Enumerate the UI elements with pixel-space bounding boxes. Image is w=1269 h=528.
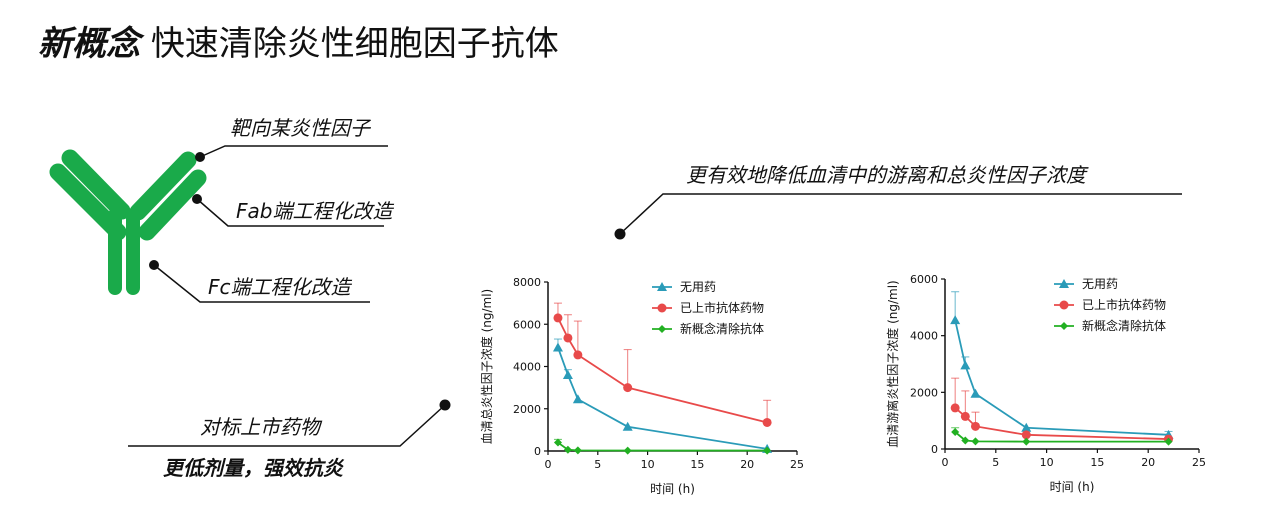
page-title: 新概念 快速清除炎性细胞因子抗体	[38, 22, 559, 66]
x-tick-label: 15	[1090, 456, 1104, 469]
series-2	[951, 427, 1173, 446]
data-point	[971, 437, 980, 446]
title-highlight: 新概念	[38, 24, 140, 64]
chart-callout-label: 更有效地降低血清中的游离和总炎性因子浓度	[686, 163, 1086, 187]
data-point	[622, 421, 633, 431]
benchmark-callout-line	[128, 404, 446, 447]
data-point	[1021, 430, 1031, 440]
series-1	[553, 302, 772, 427]
y-axis-label: 血清游离炎性因子浓度 (ng/ml)	[885, 280, 900, 447]
series-1	[950, 377, 1174, 444]
fc-callout-line	[153, 264, 370, 303]
y-tick-label: 0	[931, 443, 938, 456]
data-point	[623, 383, 633, 393]
data-point	[572, 394, 583, 404]
x-tick-label: 10	[641, 458, 655, 471]
legend-label: 已上市抗体药物	[1082, 297, 1166, 312]
data-point	[553, 313, 563, 323]
x-tick-label: 10	[1040, 456, 1054, 469]
x-tick-label: 20	[1141, 456, 1155, 469]
legend-label: 新概念清除抗体	[1082, 318, 1166, 333]
data-point	[563, 445, 572, 454]
data-point	[763, 446, 772, 455]
data-point	[573, 350, 583, 360]
x-axis-label: 时间 (h)	[650, 482, 695, 496]
x-tick-label: 0	[545, 458, 552, 471]
data-point	[553, 438, 562, 447]
y-axis-label: 血清总炎性因子浓度 (ng/ml)	[479, 289, 494, 444]
data-point	[562, 369, 573, 379]
data-point	[1021, 422, 1032, 432]
y-tick-label: 2000	[513, 403, 541, 416]
x-tick-label: 25	[790, 458, 804, 471]
series-line	[954, 407, 1169, 440]
data-point	[1022, 437, 1031, 446]
data-point	[951, 428, 960, 436]
target-callout-label: 靶向某炎性因子	[230, 116, 370, 140]
series-2	[553, 438, 772, 455]
y-tick-label: 4000	[513, 361, 541, 374]
series-line	[954, 319, 1169, 436]
legend-marker	[1059, 279, 1069, 288]
data-point	[762, 417, 772, 427]
benchmark-subtitle: 更低剂量，强效抗炎	[163, 456, 343, 480]
x-axis-label: 时间 (h)	[1050, 480, 1095, 494]
legend-marker	[657, 303, 667, 313]
fab-callout-label: Fab端工程化改造	[236, 199, 393, 223]
x-tick-label: 5	[992, 456, 999, 469]
fab-callout-line	[196, 198, 384, 227]
legend-label: 新概念清除抗体	[680, 321, 764, 336]
data-point	[950, 403, 960, 413]
data-point	[970, 421, 980, 431]
legend-marker	[1060, 322, 1068, 330]
legend-label: 已上市抗体药物	[680, 300, 764, 315]
legend-marker	[657, 282, 667, 291]
x-tick-label: 20	[740, 458, 754, 471]
legend-label: 无用药	[1082, 277, 1118, 291]
chart-callout-line	[619, 193, 1182, 235]
y-tick-label: 0	[534, 445, 541, 458]
antibody-right-arm-outer	[129, 151, 197, 221]
data-point	[961, 436, 970, 445]
data-point	[960, 360, 971, 370]
y-tick-label: 4000	[910, 330, 938, 343]
benchmark-callout-label: 对标上市药物	[200, 415, 320, 439]
data-point	[552, 342, 563, 352]
legend-marker	[1059, 300, 1069, 310]
data-point	[950, 315, 961, 325]
x-tick-label: 5	[594, 458, 601, 471]
data-point	[563, 333, 573, 343]
data-point	[970, 388, 981, 398]
antibody-right-arm-inner	[138, 169, 207, 241]
series-0	[950, 291, 1174, 439]
title-text: 快速清除炎性细胞因子抗体	[150, 24, 559, 64]
data-point	[573, 446, 582, 455]
y-tick-label: 6000	[910, 273, 938, 286]
legend-label: 无用药	[680, 280, 716, 294]
antibody-left-arm-second	[61, 149, 131, 220]
x-tick-label: 0	[942, 456, 949, 469]
x-tick-label: 15	[690, 458, 704, 471]
fc-callout-label: Fc端工程化改造	[208, 275, 351, 299]
y-tick-label: 6000	[513, 318, 541, 331]
x-tick-label: 25	[1192, 456, 1206, 469]
data-point	[623, 446, 632, 455]
legend-marker	[658, 325, 666, 333]
data-point	[1164, 437, 1173, 446]
y-tick-label: 8000	[513, 276, 541, 289]
y-tick-label: 2000	[910, 386, 938, 399]
target-callout-line	[199, 145, 388, 158]
data-point	[960, 411, 970, 421]
antibody-y-shape	[49, 149, 207, 295]
